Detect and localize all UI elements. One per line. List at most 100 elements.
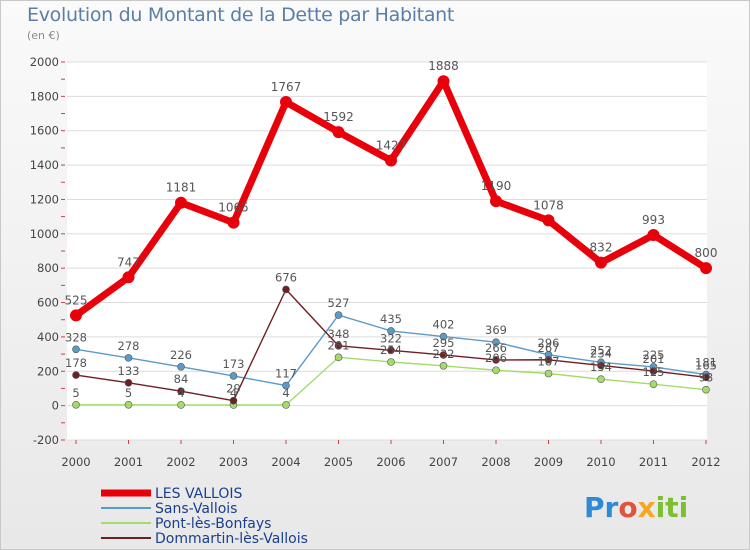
data-label: 435: [380, 312, 402, 326]
legend-label: Pont-lès-Bonfays: [155, 516, 271, 532]
data-label: 165: [695, 358, 717, 372]
data-label: 84: [174, 372, 189, 386]
data-point: [439, 351, 448, 359]
data-point: [544, 355, 553, 364]
data-label: 254: [380, 343, 402, 357]
y-tick-label: 1800: [30, 89, 59, 103]
data-label: 187: [538, 355, 560, 369]
x-tick-label: 2008: [481, 455, 510, 469]
data-point: [597, 361, 605, 370]
data-point: [332, 126, 345, 139]
data-label: 4: [230, 386, 237, 400]
data-point: [280, 96, 292, 109]
data-label: 234: [590, 346, 612, 360]
data-label: 1427: [376, 138, 407, 152]
legend-label: LES VALLOIS: [155, 486, 242, 502]
data-label: 800: [695, 246, 718, 260]
data-label: 1888: [428, 59, 459, 73]
data-point: [597, 375, 605, 383]
x-tick-label: 2012: [691, 455, 720, 469]
data-point: [439, 332, 448, 341]
data-label: 5: [125, 386, 132, 400]
legend-label: Sans-Vallois: [155, 501, 237, 517]
data-point: [702, 373, 710, 382]
data-point: [70, 309, 82, 322]
data-point: [72, 345, 80, 354]
y-tick-label: 1400: [30, 158, 59, 172]
data-point: [387, 346, 395, 355]
data-point: [177, 401, 185, 409]
data-label: 29: [226, 382, 241, 396]
data-point: [334, 311, 343, 319]
data-label: 226: [170, 348, 192, 362]
data-label: 173: [223, 357, 245, 371]
x-tick-label: 2006: [376, 455, 405, 469]
data-label: 266: [485, 341, 507, 355]
data-label: 181: [695, 356, 717, 370]
data-point: [334, 353, 343, 362]
data-label: 296: [538, 336, 560, 350]
data-label: 252: [590, 343, 612, 357]
data-label: 1767: [271, 80, 302, 94]
data-label: 93: [699, 371, 714, 385]
data-label: 281: [328, 338, 350, 352]
data-label: 832: [590, 241, 613, 255]
data-label: 154: [590, 360, 612, 374]
legend-label: Dommartin-lès-Vallois: [155, 531, 308, 547]
data-point: [542, 214, 555, 227]
y-tick-label: 1600: [30, 124, 59, 138]
chart-title: Evolution du Montant de la Dette par Hab…: [27, 4, 455, 26]
data-label: 5: [72, 386, 79, 400]
data-label: 178: [65, 356, 87, 370]
data-label: 525: [65, 293, 88, 307]
data-label: 1078: [533, 198, 564, 212]
data-point: [124, 354, 133, 362]
y-tick-label: 2000: [30, 55, 59, 69]
data-label: 1065: [218, 201, 249, 215]
data-point: [124, 378, 133, 387]
data-point: [649, 380, 658, 388]
x-tick-label: 2001: [114, 455, 143, 469]
data-point: [387, 327, 395, 335]
data-label: 295: [433, 336, 455, 350]
data-label: 348: [328, 327, 350, 341]
data-point: [282, 401, 290, 409]
y-tick-label: 200: [37, 364, 59, 378]
data-label: 133: [118, 364, 140, 378]
y-tick-label: -200: [33, 433, 59, 447]
data-label: 328: [65, 330, 87, 344]
data-label: 232: [433, 347, 455, 361]
x-tick-label: 2011: [639, 455, 668, 469]
data-point: [72, 400, 80, 409]
data-label: 206: [485, 351, 507, 365]
data-label: 201: [643, 352, 665, 366]
x-tick-label: 2005: [324, 455, 353, 469]
data-point: [437, 75, 450, 88]
y-tick-label: 0: [52, 399, 59, 413]
data-point: [282, 285, 290, 294]
data-label: 527: [328, 296, 350, 310]
y-tick-label: 1200: [30, 192, 59, 206]
data-point: [227, 216, 240, 229]
data-point: [647, 229, 660, 242]
data-label: 747: [117, 255, 140, 269]
y-tick-label: 400: [37, 330, 59, 344]
data-label: 225: [643, 348, 665, 362]
data-label: 676: [275, 270, 297, 284]
proxiti-logo: Proxiti: [584, 491, 689, 524]
data-point: [177, 363, 185, 371]
data-point: [387, 358, 395, 366]
data-point: [490, 195, 502, 208]
data-label: 117: [275, 367, 297, 381]
data-point: [439, 361, 448, 370]
data-label: 1181: [166, 181, 197, 195]
data-point: [385, 154, 397, 167]
data-point: [702, 385, 710, 394]
data-label: 4: [177, 386, 184, 400]
data-point: [544, 369, 553, 378]
data-label: 402: [433, 318, 455, 332]
x-tick-label: 2000: [61, 455, 90, 469]
data-point: [177, 387, 185, 396]
x-tick-label: 2004: [271, 455, 300, 469]
